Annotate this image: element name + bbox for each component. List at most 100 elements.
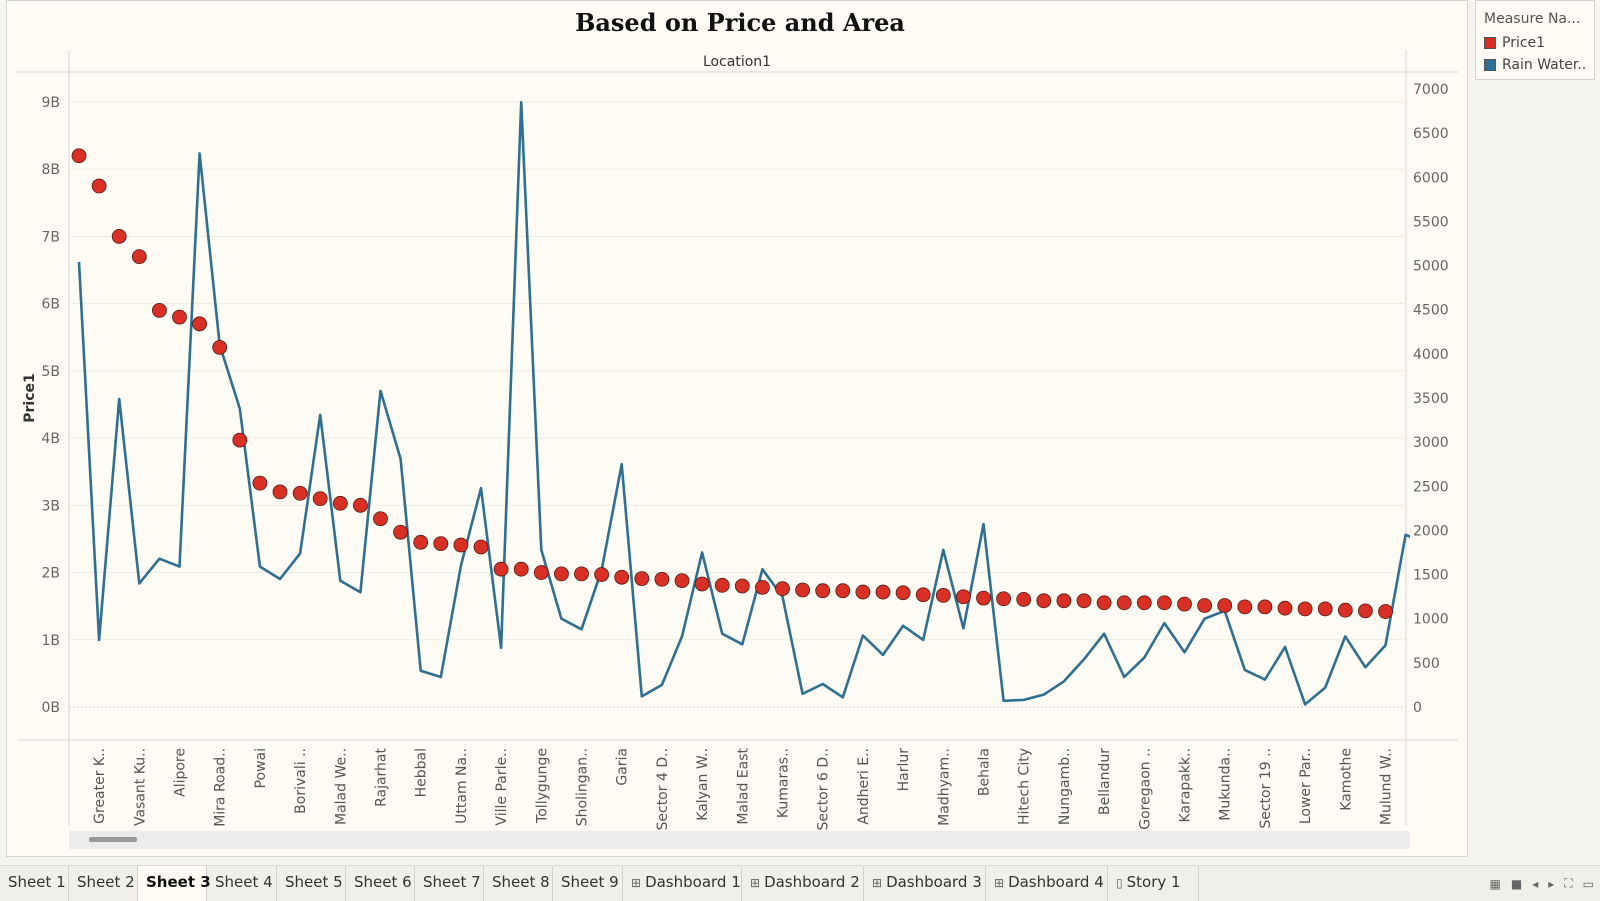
show-filmstrip-icon[interactable]: ▦ xyxy=(1489,876,1501,891)
price1-point xyxy=(493,561,509,577)
tab-dashboard-3[interactable]: ⊞ Dashboard 3 xyxy=(864,866,986,901)
price1-point xyxy=(453,537,469,553)
tab-dashboard-4[interactable]: ⊞ Dashboard 4 xyxy=(986,866,1108,901)
chart-title: Based on Price and Area xyxy=(575,8,905,37)
price1-point xyxy=(895,585,911,601)
legend-label-rain-water: Rain Water.. xyxy=(1502,57,1587,73)
y-right-tick-label: 3000 xyxy=(1413,435,1449,451)
price1-point xyxy=(835,583,851,599)
x-tick-label: Garia xyxy=(615,748,631,786)
price1-point xyxy=(1177,596,1192,612)
x-tick-label: Madhyam.. xyxy=(936,748,952,826)
x-tick-label: Sector 6 D.. xyxy=(816,748,832,831)
x-tick-label: Kamothe xyxy=(1338,748,1354,811)
price1-point xyxy=(875,584,891,600)
price1-point xyxy=(654,571,670,587)
fullscreen-icon[interactable]: ⛶ xyxy=(1564,876,1573,890)
tab-sheet-7[interactable]: Sheet 7 xyxy=(415,866,484,901)
y-left-tick-label: 6B xyxy=(41,297,60,313)
y-left-tick-label: 4B xyxy=(41,431,60,447)
price1-point xyxy=(935,588,951,603)
tab-label: Dashboard 2 xyxy=(764,873,860,891)
tab-sheet-9[interactable]: Sheet 9 xyxy=(553,866,623,901)
tab-story-1[interactable]: ▯ Story 1 xyxy=(1108,866,1199,901)
show-tabs-icon[interactable]: ■ xyxy=(1510,876,1523,891)
presentation-icon[interactable]: ▭ xyxy=(1582,876,1594,891)
y-right-tick-label: 6500 xyxy=(1413,126,1449,142)
tab-sheet-6[interactable]: Sheet 6 xyxy=(346,866,415,901)
tab-sheet-1[interactable]: Sheet 1 xyxy=(0,866,69,901)
y-left-tick-label: 2B xyxy=(41,566,60,582)
x-tick-label: Malad East xyxy=(735,747,751,824)
price1-point xyxy=(574,566,589,582)
price1-point xyxy=(151,302,167,318)
tab-label: Sheet 8 xyxy=(492,873,550,891)
prev-sheet-icon[interactable]: ◂ xyxy=(1532,876,1539,891)
x-tick-label: Nungamb.. xyxy=(1057,748,1073,825)
x-tick-label: Powai xyxy=(253,748,269,788)
story-icon: ▯ xyxy=(1116,876,1123,890)
legend-swatch-rain-water xyxy=(1484,59,1496,71)
price1-point xyxy=(1237,599,1253,615)
price1-point xyxy=(1197,598,1212,613)
tab-sheet-8[interactable]: Sheet 8 xyxy=(484,866,553,901)
x-tick-label: Greater K.. xyxy=(92,748,108,824)
x-tick-label: Tollygunge xyxy=(534,748,550,824)
sheet-tab-bar: Sheet 1 Sheet 2 Sheet 3 Sheet 4 Sheet 5 Sheet… xyxy=(0,865,1600,901)
tab-label: Sheet 7 xyxy=(423,873,481,891)
x-tick-label: Goregaon .. xyxy=(1137,748,1153,830)
tabbar-controls: ▦ ■ ◂ ▸ ⛶ ▭ xyxy=(1490,866,1595,901)
price1-point xyxy=(91,178,107,194)
tab-label: Story 1 xyxy=(1126,873,1181,891)
y-left-tick-label: 7B xyxy=(41,229,60,245)
price1-point xyxy=(554,566,569,582)
dashboard-icon: ⊞ xyxy=(631,876,642,890)
horizontal-scrollbar-thumb[interactable] xyxy=(89,837,137,842)
y-left-axis-label: Price1 xyxy=(22,373,38,423)
tab-label: Sheet 4 xyxy=(215,873,273,891)
tab-sheet-5[interactable]: Sheet 5 xyxy=(277,866,346,901)
tab-dashboard-2[interactable]: ⊞ Dashboard 2 xyxy=(742,866,864,901)
legend-label-price1: Price1 xyxy=(1502,35,1546,51)
price1-point xyxy=(1217,598,1233,613)
legend-item-rain-water[interactable]: Rain Water.. xyxy=(1484,55,1594,75)
tab-label: Sheet 9 xyxy=(561,873,619,891)
price1-point xyxy=(976,590,991,606)
y-left-tick-label: 1B xyxy=(41,633,60,649)
x-tick-label: Mira Road.. xyxy=(213,748,229,827)
legend-item-price1[interactable]: Price1 xyxy=(1484,33,1594,53)
price1-point xyxy=(1358,603,1373,619)
price1-point xyxy=(795,582,810,598)
y-left-tick-label: 8B xyxy=(41,162,60,178)
chart: Location1 0B 1B 2B 3B 4B 5B 6B 7B 8B 9B 0 500 1000 150… xyxy=(17,50,1458,849)
legend[interactable]: Measure Na... Price1 Rain Water.. xyxy=(1475,0,1595,80)
tab-label: Dashboard 3 xyxy=(886,873,982,891)
horizontal-scrollbar-track[interactable] xyxy=(69,831,1410,849)
tab-sheet-2[interactable]: Sheet 2 xyxy=(69,866,138,901)
x-tick-label: Karapakk.. xyxy=(1178,748,1194,822)
tab-sheet-4[interactable]: Sheet 4 xyxy=(207,866,277,901)
price1-point xyxy=(1076,593,1092,609)
price1-point xyxy=(1277,600,1293,616)
next-sheet-icon[interactable]: ▸ xyxy=(1548,876,1555,891)
price1-point xyxy=(373,511,388,527)
price1-point xyxy=(1056,593,1072,609)
x-tick-label: Malad We.. xyxy=(333,748,349,825)
price1-point xyxy=(272,484,288,500)
price1-point xyxy=(352,497,368,513)
price1-point xyxy=(956,589,971,605)
y-left-tick-label: 3B xyxy=(41,498,60,514)
price1-point xyxy=(614,569,630,585)
dashboard-icon: ⊞ xyxy=(750,876,761,890)
tab-sheet-3[interactable]: Sheet 3 xyxy=(138,866,211,901)
price1-point xyxy=(413,534,429,550)
price1-point xyxy=(755,579,770,595)
price1-point xyxy=(533,565,549,580)
tab-dashboard-1[interactable]: ⊞ Dashboard 1 xyxy=(623,866,742,901)
legend-title: Measure Na... xyxy=(1484,11,1581,27)
x-tick-label: Borivali .. xyxy=(293,748,309,814)
tab-label: Sheet 1 xyxy=(8,873,66,891)
tab-label: Dashboard 4 xyxy=(1008,873,1104,891)
price1-point xyxy=(734,578,750,594)
price1-point xyxy=(1016,592,1032,607)
